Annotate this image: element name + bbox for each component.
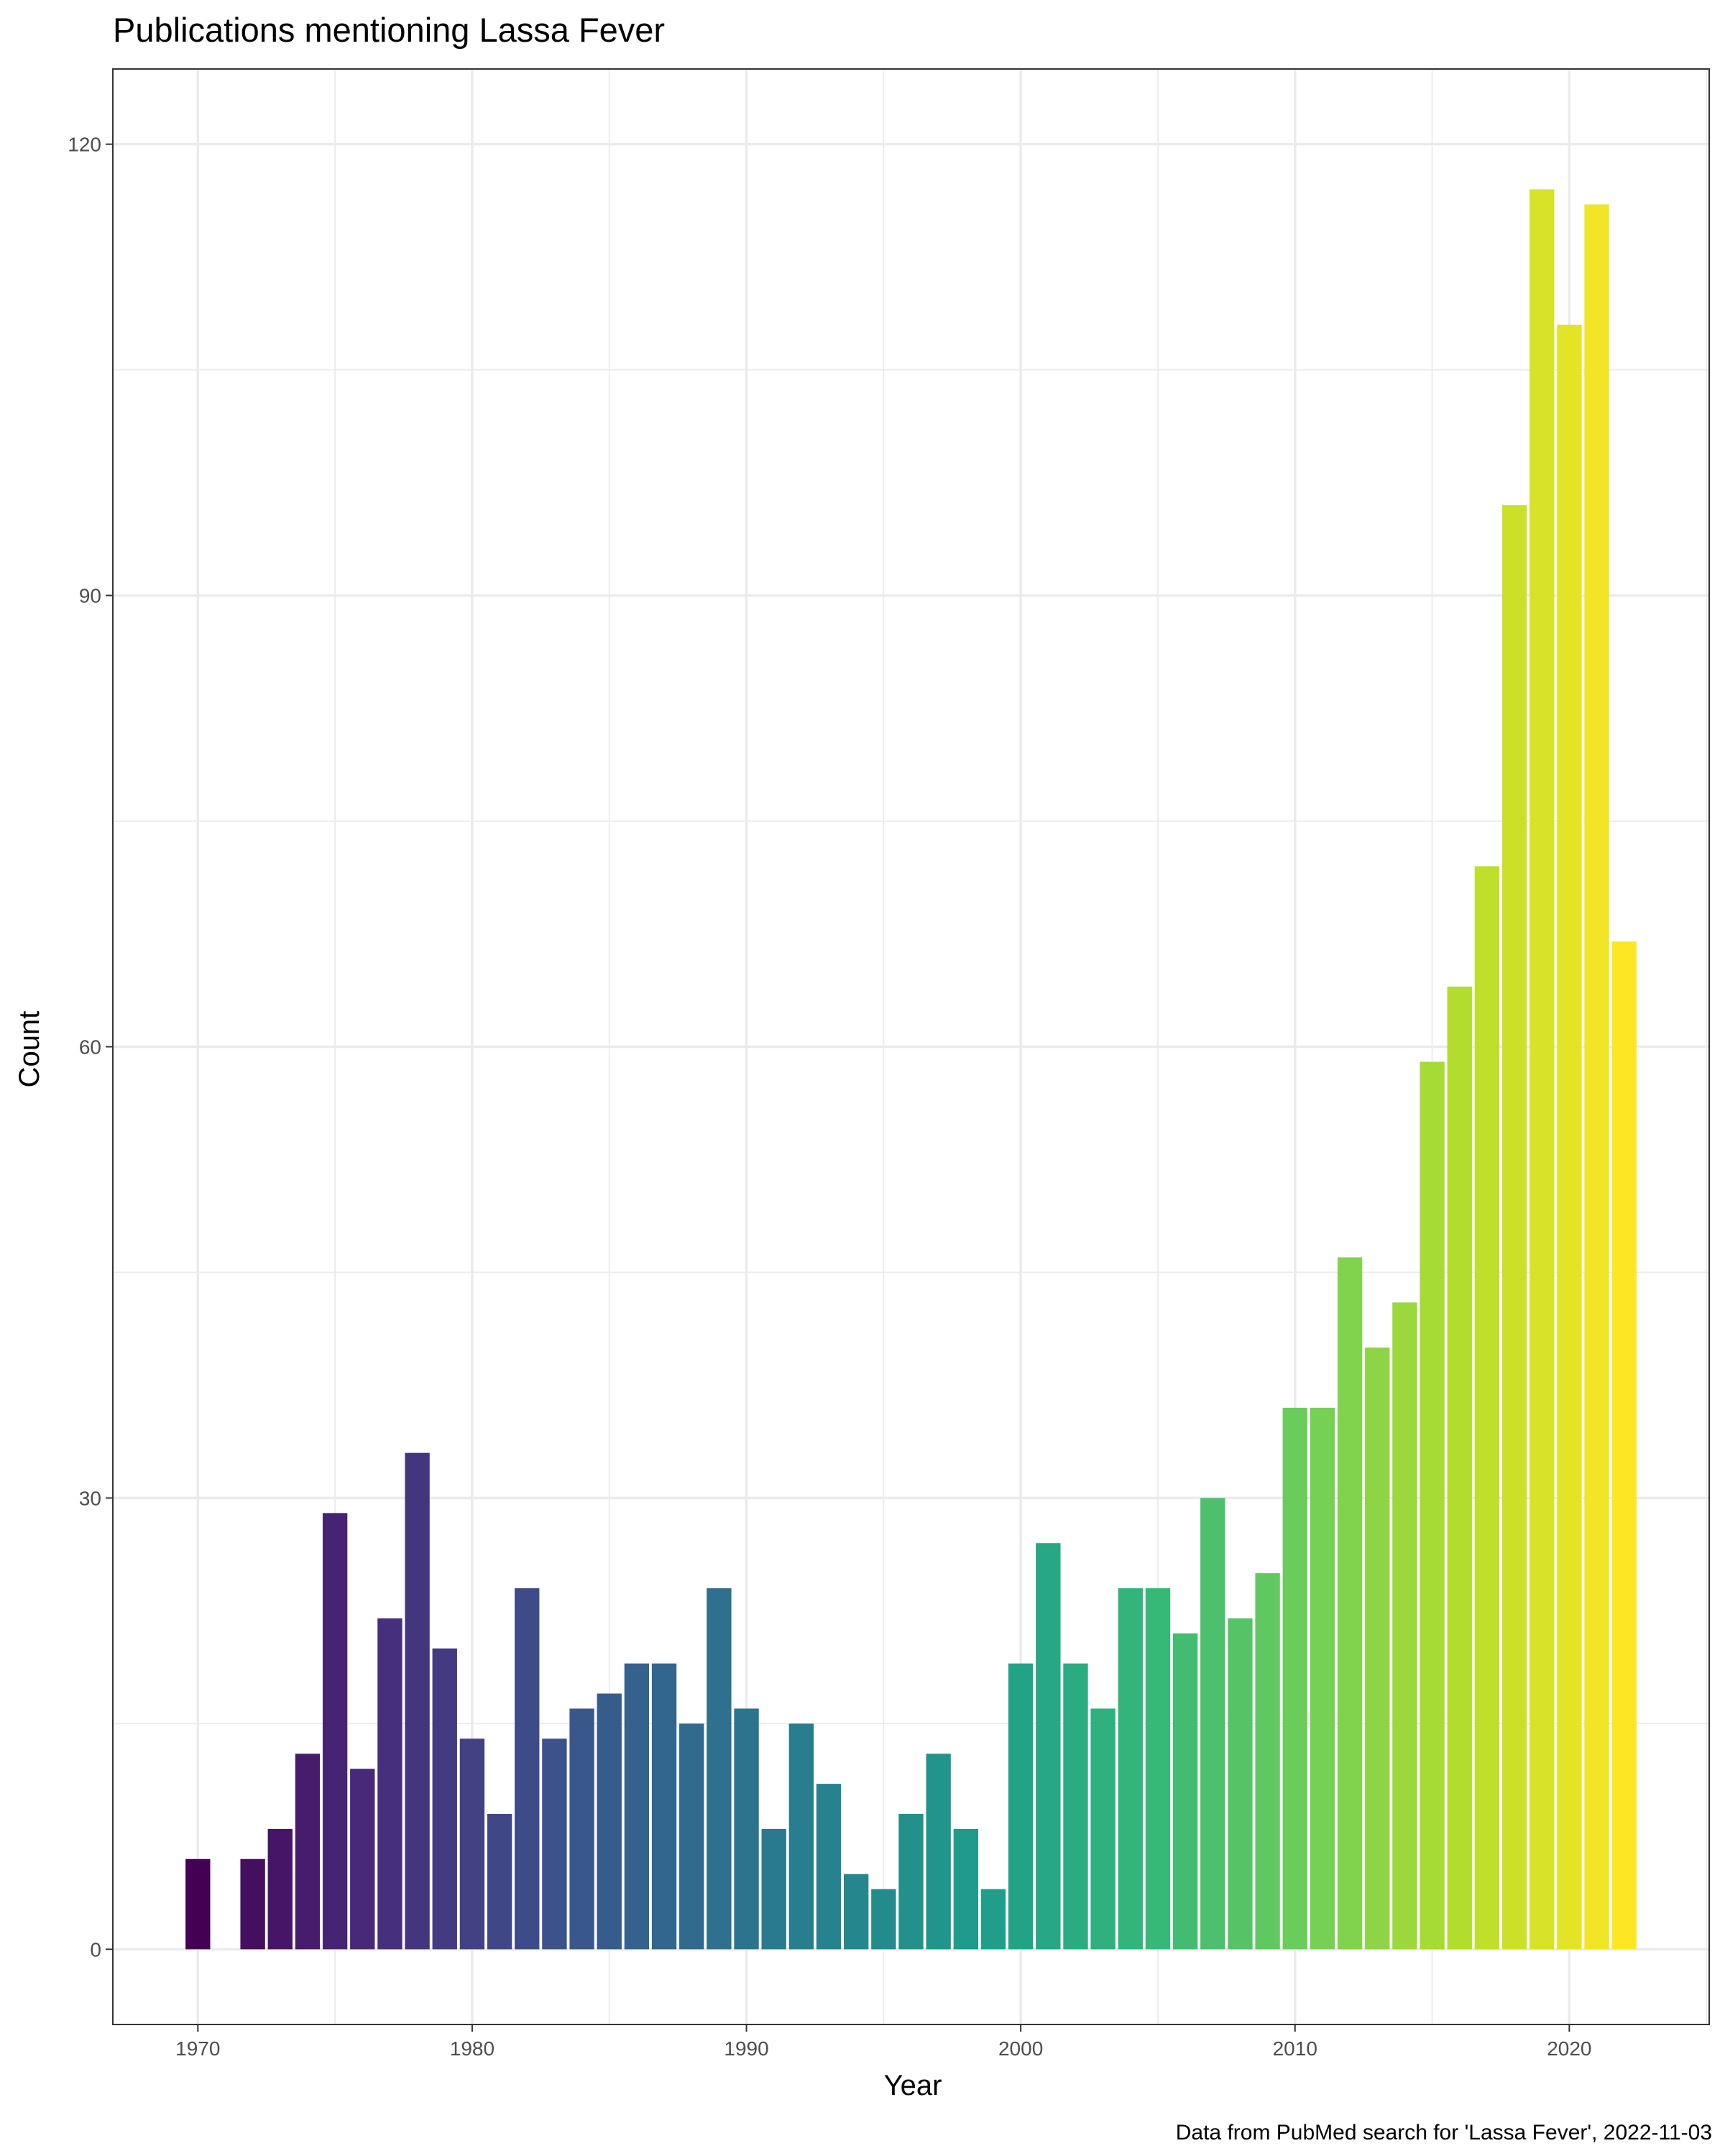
y-tick-label: 90 — [79, 585, 101, 607]
bar-1996 — [898, 1813, 924, 1950]
y-tick-label: 0 — [90, 1938, 101, 1961]
bar-2002 — [1063, 1663, 1088, 1950]
x-tick-label: 1990 — [724, 2037, 768, 2060]
bar-1986 — [624, 1663, 650, 1950]
bar-1994 — [844, 1874, 869, 1950]
bar-2008 — [1228, 1618, 1253, 1950]
bar-1998 — [953, 1828, 978, 1950]
x-axis-title: Year — [884, 2070, 942, 2101]
bar-2016 — [1447, 986, 1472, 1950]
bar-1999 — [980, 1889, 1006, 1950]
bar-1985 — [597, 1693, 622, 1950]
bar-1977 — [377, 1618, 402, 1950]
x-tick-label: 2010 — [1273, 2037, 1317, 2060]
bar-2011 — [1310, 1407, 1335, 1950]
bar-1984 — [569, 1708, 594, 1950]
y-tick-label: 120 — [68, 134, 101, 156]
chart-title: Publications mentioning Lassa Fever — [113, 11, 665, 49]
x-tick-label: 2000 — [998, 2037, 1043, 2060]
x-tick-label: 1970 — [175, 2037, 220, 2060]
bar-1970 — [185, 1858, 211, 1950]
axis-ticks: 1970 1980 1990 2000 2010 2020 0 30 60 90 120 — [68, 134, 1591, 2060]
x-tick-label: 2020 — [1547, 2037, 1591, 2060]
bar-1981 — [487, 1813, 512, 1950]
bar-2017 — [1474, 866, 1500, 1950]
bar-2006 — [1172, 1633, 1198, 1950]
bars — [185, 189, 1637, 1950]
bar-2012 — [1337, 1257, 1363, 1950]
bar-1975 — [322, 1513, 348, 1950]
bar-1987 — [651, 1663, 677, 1950]
bar-1974 — [295, 1754, 321, 1950]
bar-2021 — [1584, 204, 1609, 1950]
bar-2018 — [1501, 505, 1527, 1950]
bar-2001 — [1036, 1543, 1061, 1950]
bar-2004 — [1118, 1588, 1143, 1950]
bar-2013 — [1365, 1348, 1390, 1950]
bar-1979 — [432, 1648, 457, 1950]
bar-1988 — [679, 1723, 704, 1950]
x-tick-label: 1980 — [450, 2037, 494, 2060]
bar-2019 — [1530, 189, 1555, 1950]
bar-1993 — [816, 1784, 842, 1950]
y-tick-label: 60 — [79, 1036, 101, 1059]
y-axis-title: Count — [14, 1011, 45, 1088]
bar-2022 — [1611, 941, 1637, 1950]
bar-2003 — [1090, 1708, 1116, 1950]
bar-2007 — [1200, 1498, 1225, 1950]
bar-1976 — [350, 1769, 375, 1950]
bar-1990 — [734, 1708, 759, 1950]
y-tick-label: 30 — [79, 1487, 101, 1509]
bar-2009 — [1255, 1573, 1280, 1950]
bar-2020 — [1557, 324, 1582, 1950]
bar-1983 — [542, 1738, 567, 1950]
bar-2014 — [1392, 1302, 1417, 1950]
bar-2005 — [1145, 1588, 1171, 1950]
bar-1991 — [761, 1828, 786, 1950]
chart-caption: Data from PubMed search for 'Lassa Fever… — [1176, 2121, 1712, 2145]
bar-1989 — [707, 1588, 732, 1950]
bar-1997 — [926, 1754, 951, 1950]
bar-1995 — [871, 1889, 896, 1950]
bar-1980 — [459, 1738, 485, 1950]
bar-2010 — [1282, 1407, 1307, 1950]
bar-2000 — [1008, 1663, 1034, 1950]
bar-1972 — [240, 1858, 265, 1950]
bar-1973 — [267, 1828, 293, 1950]
bar-1992 — [788, 1723, 814, 1950]
bar-2015 — [1420, 1061, 1445, 1950]
bar-1982 — [515, 1588, 540, 1950]
bar-1978 — [405, 1452, 430, 1950]
